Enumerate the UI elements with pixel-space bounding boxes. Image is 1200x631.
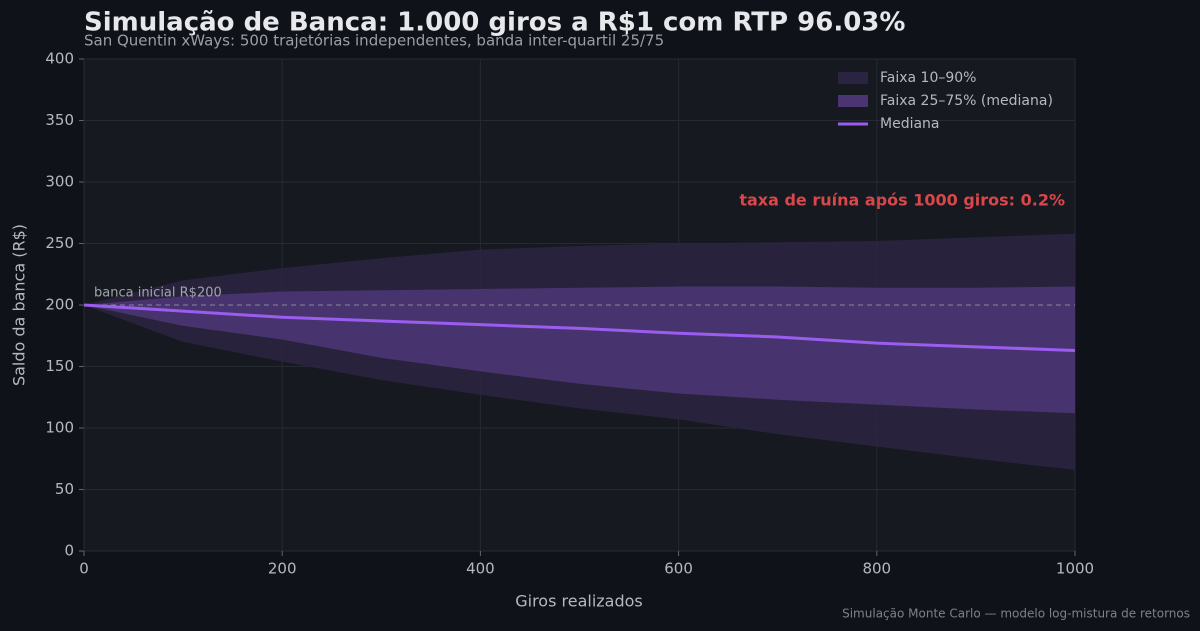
y-tick-label: 50 (55, 480, 74, 498)
y-tick-label: 250 (45, 234, 74, 252)
chart-subtitle: San Quentin xWays: 500 trajetórias indep… (84, 32, 664, 50)
legend-label: Faixa 10–90% (880, 70, 976, 86)
x-tick-label: 600 (664, 560, 693, 578)
x-tick-label: 0 (79, 560, 89, 578)
y-tick-label: 0 (64, 542, 74, 560)
y-tick-label: 100 (45, 419, 74, 437)
legend-swatch (838, 95, 868, 107)
reference-label: banca inicial R$200 (94, 286, 222, 301)
x-tick-label: 400 (466, 560, 495, 578)
y-tick-label: 350 (45, 111, 74, 129)
y-tick-label: 200 (45, 296, 74, 314)
x-axis-label: Giros realizados (515, 592, 643, 611)
line (83, 303, 1076, 353)
legend-label: Mediana (880, 116, 940, 132)
y-axis-label: Saldo da banca (R$) (10, 224, 29, 386)
footnote: Simulação Monte Carlo — modelo log-mistu… (842, 607, 1190, 621)
legend-label: Faixa 25–75% (mediana) (880, 93, 1053, 109)
x-tick-label: 1000 (1056, 560, 1094, 578)
annotation: taxa de ruína após 1000 giros: 0.2% (739, 191, 1065, 210)
x-tick-label: 800 (862, 560, 891, 578)
y-tick-label: 150 (45, 357, 74, 375)
y-tick-label: 300 (45, 173, 74, 191)
y-tick-label: 400 (45, 50, 74, 68)
x-tick-label: 200 (268, 560, 297, 578)
legend-swatch (838, 72, 868, 84)
chart-title: Simulação de Banca: 1.000 giros a R$1 co… (84, 8, 905, 38)
